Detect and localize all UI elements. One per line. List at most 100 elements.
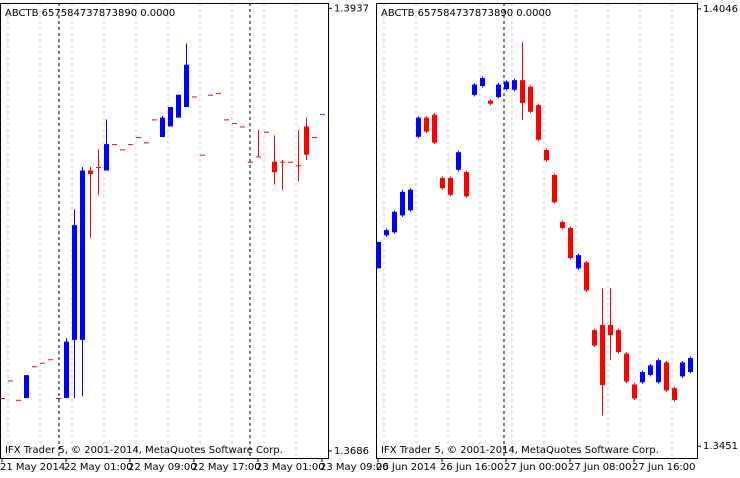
candle-body <box>304 126 309 155</box>
candle-body <box>320 114 325 116</box>
candle-body <box>568 227 573 259</box>
y-tick-label: 1.4046 <box>703 4 738 15</box>
candle-body <box>200 154 205 156</box>
x-tick-label: 22 May 01:00 <box>64 462 133 473</box>
candle-body <box>144 142 149 144</box>
candle-body <box>208 94 213 96</box>
candle-body <box>8 380 13 382</box>
candle-body <box>296 165 301 167</box>
candle-body <box>664 362 669 391</box>
candle-body <box>240 126 245 128</box>
candle-body <box>424 117 429 132</box>
x-tick-label: 27 Jun 08:00 <box>568 462 632 473</box>
candle-body <box>448 177 453 195</box>
candle-body <box>592 330 597 346</box>
candle-body <box>280 161 285 163</box>
candle-body <box>152 119 157 121</box>
candle-body <box>584 262 589 291</box>
candle-body <box>400 191 405 216</box>
candle-body <box>472 84 477 95</box>
candle-body <box>264 131 269 133</box>
candle-body <box>168 107 173 127</box>
candle-body <box>104 144 109 171</box>
candle-body <box>656 360 661 383</box>
candle-body <box>72 225 77 340</box>
candle-body <box>552 175 557 203</box>
candle-body <box>496 84 501 98</box>
candle-body <box>416 117 421 137</box>
candle-body <box>312 137 317 139</box>
candle-body <box>16 399 21 401</box>
chart-title: ABCTB 657584737873890 0.0000 <box>5 8 175 19</box>
copyright: IFX Trader 5, © 2001-2014, MetaQuotes So… <box>381 445 659 456</box>
x-tick-label: 27 Jun 00:00 <box>504 462 568 473</box>
candle-body <box>272 161 277 173</box>
x-tick-label: 23 May 01:00 <box>256 462 325 473</box>
candle-body <box>120 149 125 151</box>
candle-body <box>256 156 261 158</box>
plot-frame <box>0 3 329 459</box>
candle-body <box>440 177 445 189</box>
candle-body <box>576 255 581 269</box>
candle-body <box>536 105 541 140</box>
candle-body <box>616 330 621 353</box>
candle-body <box>408 189 413 211</box>
candle-body <box>216 92 221 94</box>
candle-body <box>504 81 509 90</box>
candle-body <box>528 86 533 112</box>
candle-body <box>136 137 141 139</box>
candle-body <box>680 362 685 377</box>
x-tick-label: 22 May 09:00 <box>128 462 197 473</box>
candle-body <box>384 230 389 236</box>
candle-body <box>640 371 645 383</box>
candle-body <box>648 365 653 375</box>
candle-body <box>456 152 461 170</box>
candle-body <box>600 324 605 386</box>
x-tick-label: 23 May 09:00 <box>320 462 389 473</box>
candle-body <box>56 398 61 400</box>
candle-body <box>64 341 69 399</box>
candle-body <box>24 375 29 399</box>
y-tick-label: 1.3451 <box>703 441 738 452</box>
candle-body <box>32 366 37 368</box>
candle-body <box>672 388 677 400</box>
x-tick-label: 27 Jun 16:00 <box>632 462 696 473</box>
chart-title: ABCTB 657584737873890 0.0000 <box>381 8 551 19</box>
candle-body <box>520 80 525 103</box>
candle-body <box>376 241 381 269</box>
candle-body <box>632 384 637 399</box>
candle-body <box>192 96 197 98</box>
candle-body <box>176 94 181 118</box>
candle-body <box>112 144 117 146</box>
candle-body <box>392 211 397 233</box>
candle-body <box>40 362 45 364</box>
candle-body <box>248 161 253 163</box>
candle-body <box>88 170 93 175</box>
candle-body <box>464 172 469 197</box>
x-tick-label: 21 May 2014 <box>0 462 65 473</box>
candle-body <box>288 161 293 163</box>
candle-body <box>96 167 101 169</box>
y-tick-label: 1.3937 <box>334 3 369 14</box>
candle-body <box>512 80 517 90</box>
x-tick-label: 26 Jun 16:00 <box>440 462 504 473</box>
candle-body <box>184 64 189 108</box>
candle-body <box>608 324 613 336</box>
candle-body <box>488 100 493 104</box>
candle-body <box>560 222 565 228</box>
candle-body <box>0 398 5 400</box>
x-tick-label: 22 May 17:00 <box>192 462 261 473</box>
candle-body <box>544 150 549 161</box>
candle-body <box>688 358 693 372</box>
x-tick-label: 26 Jun 2014 <box>376 462 436 473</box>
candle-body <box>624 353 629 382</box>
plot-frame <box>376 3 698 459</box>
candle-body <box>480 77 485 87</box>
candle-body <box>224 119 229 121</box>
y-tick-label: 1.3686 <box>334 446 369 457</box>
candle-body <box>48 359 53 361</box>
copyright: IFX Trader 5, © 2001-2014, MetaQuotes So… <box>5 445 283 456</box>
candle-body <box>432 114 437 143</box>
